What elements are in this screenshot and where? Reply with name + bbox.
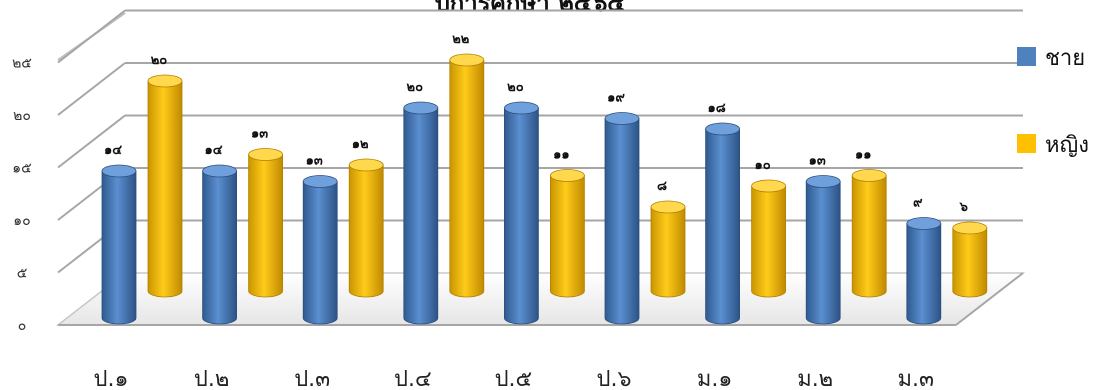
x-category-label: ป.๓ bbox=[294, 367, 330, 390]
floor-right-edge bbox=[955, 272, 1024, 326]
bar-male bbox=[805, 175, 841, 325]
y-tick-label: ๐ bbox=[18, 318, 27, 334]
y-tick-label: ๕ bbox=[17, 266, 28, 282]
x-category-label: ม.๑ bbox=[697, 367, 732, 390]
data-label: ๑๑ bbox=[553, 148, 570, 163]
data-label: ๑๓ bbox=[251, 127, 268, 142]
data-label: ๑๓ bbox=[306, 154, 323, 169]
gridline-side bbox=[57, 114, 126, 169]
legend-label-female: หญิง bbox=[1045, 133, 1089, 158]
data-label: ๒๐ bbox=[407, 80, 424, 95]
bar-female bbox=[751, 179, 786, 298]
y-axis-ticks: ๐ ๕ ๑๐ ๑๕ ๒๐ ๒๕ bbox=[12, 56, 32, 335]
x-category-label: ป.๑ bbox=[94, 367, 129, 390]
bar-male bbox=[403, 101, 439, 325]
x-category-label: ม.๒ bbox=[797, 367, 833, 390]
bar-male bbox=[705, 122, 740, 325]
bar-male bbox=[302, 175, 338, 325]
data-label: ๒๐ bbox=[507, 80, 524, 95]
y-tick-label: ๒๐ bbox=[13, 108, 31, 124]
gridline-side bbox=[57, 62, 126, 116]
bar-female bbox=[851, 169, 887, 298]
data-label: ๙ bbox=[913, 196, 923, 211]
y-tick-label: ๒๕ bbox=[12, 56, 32, 72]
bar-female bbox=[348, 158, 384, 298]
y-tick-label: ๑๐ bbox=[13, 213, 30, 229]
data-label: ๑๔ bbox=[205, 143, 223, 158]
data-label: ๑๐ bbox=[755, 158, 771, 173]
bars bbox=[101, 53, 988, 325]
bar-female bbox=[248, 148, 284, 298]
legend-swatch-female bbox=[1017, 134, 1036, 153]
x-category-label: ป.๖ bbox=[597, 367, 632, 390]
bar-female bbox=[952, 221, 988, 298]
data-label: ๒๐ bbox=[151, 53, 168, 68]
x-category-label: ป.๔ bbox=[394, 367, 432, 390]
bar-female bbox=[650, 200, 686, 298]
bar-male bbox=[202, 164, 238, 325]
data-labels: ๑๔๒๐๑๔๑๓๑๓๑๒๒๐๒๒๒๐๑๑๑๙๘๑๘๑๐ ๑๓ ๑๑๙๖ bbox=[104, 32, 968, 215]
data-label: ๒๒ bbox=[452, 32, 469, 47]
legend-label-male: ชาย bbox=[1045, 46, 1085, 71]
data-label: ๑๙ bbox=[607, 91, 625, 106]
x-category-label: ป.๕ bbox=[495, 367, 533, 390]
legend: ชาย หญิง bbox=[1017, 46, 1089, 158]
x-category-label: ป.๒ bbox=[194, 367, 229, 390]
y-tick-label: ๑๕ bbox=[12, 161, 31, 177]
x-category-label: ม.๓ bbox=[898, 367, 935, 390]
data-label: ๑๘ bbox=[707, 101, 725, 116]
x-axis-categories: ป.๑ ป.๒ ป.๓ ป.๔ ป.๕ ป.๖ ม.๑ ม.๒ ม.๓ bbox=[94, 367, 935, 390]
bar-male bbox=[101, 164, 137, 325]
chart-title: ปีการศึกษา ๒๕๖๕ bbox=[433, 0, 625, 17]
bar-male bbox=[504, 101, 539, 325]
legend-swatch-male bbox=[1017, 47, 1036, 66]
data-label: ๑๔ bbox=[104, 143, 122, 158]
data-label: ๑๓ bbox=[809, 154, 826, 169]
data-label: ๑๑ bbox=[855, 148, 872, 163]
bar-male bbox=[604, 112, 640, 325]
gridline-side bbox=[57, 9, 126, 64]
bar-female bbox=[147, 74, 183, 298]
bar-female bbox=[550, 169, 585, 298]
data-label: ๖ bbox=[959, 200, 968, 215]
bar-male bbox=[906, 217, 942, 325]
data-label: ๘ bbox=[657, 179, 667, 194]
data-label: ๑๒ bbox=[352, 137, 369, 152]
bar-female bbox=[449, 53, 485, 298]
